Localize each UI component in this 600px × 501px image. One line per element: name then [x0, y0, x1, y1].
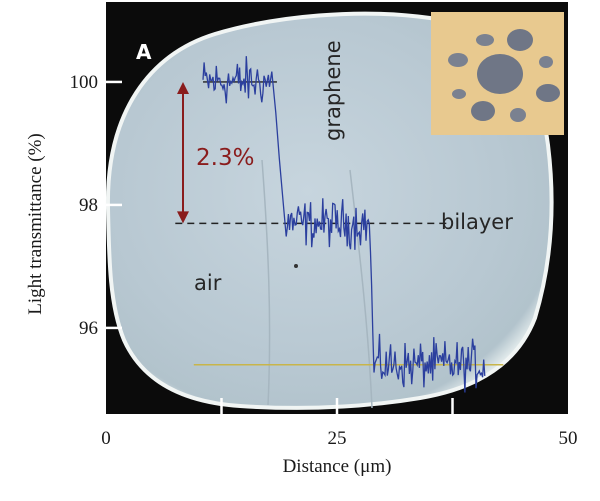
- x-tick-label-0: 0: [101, 428, 111, 449]
- x-axis-label: Distance (μm): [283, 456, 392, 477]
- y-tick-label-100: 100: [70, 72, 99, 93]
- x-axis: 0 25 50: [101, 398, 578, 449]
- step-annotation: 2.3%: [196, 145, 254, 171]
- y-axis: 96 98 100: [70, 72, 122, 339]
- y-tick-label-96: 96: [79, 318, 98, 339]
- region-label-air: air: [194, 271, 222, 295]
- dust-speck: [294, 264, 298, 268]
- x-tick-label-25: 25: [328, 428, 347, 449]
- x-tick-label-50: 50: [559, 428, 578, 449]
- y-axis-label: Light transmittance (%): [25, 133, 46, 315]
- region-label-graphene: graphene: [321, 40, 345, 141]
- series-line: [202, 56, 486, 393]
- step-arrow: [177, 81, 189, 224]
- layer-edge-right: [349, 169, 373, 409]
- layer-edge-left: [261, 159, 271, 406]
- panel-label: A: [136, 40, 152, 64]
- region-label-bilayer: bilayer: [441, 210, 513, 234]
- inset-image: [431, 12, 564, 135]
- y-tick-label-98: 98: [79, 195, 98, 216]
